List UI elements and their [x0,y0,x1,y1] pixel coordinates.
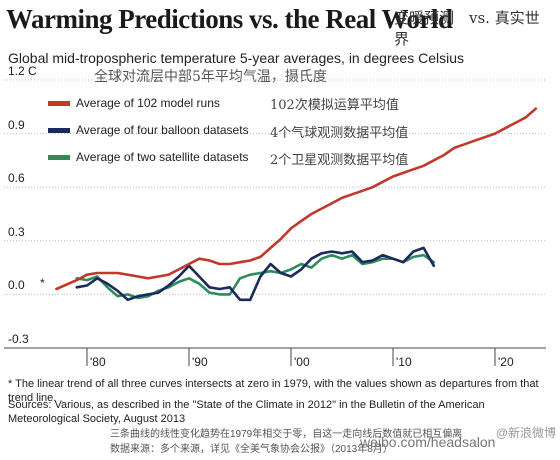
footnote: * The linear trend of all three curves i… [8,378,539,404]
footnote-translation: 三条曲线的线性变化趋势在1979年相交于零，自这一走向线后数值就已相互偏离 [110,429,463,440]
chart-subtitle-translation: 全球对流层中部5年平均气温，摄氏度 [94,69,327,85]
legend-swatch-balloon [48,128,70,133]
legend-label-model: Average of 102 model runs [76,96,220,110]
balloon-series-line [75,246,436,302]
legend-label-balloon: Average of four balloon datasets [76,123,249,137]
legend-translation-balloon: 4个气球观测数据平均值 [270,126,409,141]
y-tick-label: -0.3 [8,332,29,346]
y-tick-label: 0.6 [8,171,25,186]
model-series-line [55,107,538,291]
legend-swatch-satellite [48,155,70,160]
weibo-watermark: weibo.com/headsalon [360,434,496,450]
chart-title-translation: 变暖预测 vs. 真实世界 [394,9,540,48]
chart-subtitle: Global mid-tropospheric temperature 5-ye… [8,50,464,66]
y-tick-label: 0.3 [8,224,25,239]
weibo-badge: @新浪微博 [495,426,556,440]
x-tick-label: '00 [294,355,310,369]
y-tick-label: 0.9 [8,117,25,132]
sources-note: Sources: Various, as described in the "S… [8,399,485,425]
legend-translation-satellite: 2个卫星观测数据平均值 [270,153,409,168]
y-tick-label: 1.2 C [8,64,37,78]
x-tick-label: '80 [90,355,106,369]
legend-translation-model: 102次模拟运算平均值 [270,98,399,113]
y-tick-label: 0.0 [8,278,25,293]
x-tick-label: '20 [498,355,514,369]
x-tick-label: '90 [192,355,208,369]
satellite-series-line [75,253,436,300]
legend-label-satellite: Average of two satellite datasets [76,150,249,164]
trend-origin-marker: * [40,276,45,290]
sources-translation: 数据来源：多个来源，详见《全美气象协会公报》（2013年8月） [110,444,393,455]
chart-title: Warming Predictions vs. the Real World [6,4,453,34]
x-tick-label: '10 [396,355,412,369]
legend-swatch-model [48,101,70,106]
